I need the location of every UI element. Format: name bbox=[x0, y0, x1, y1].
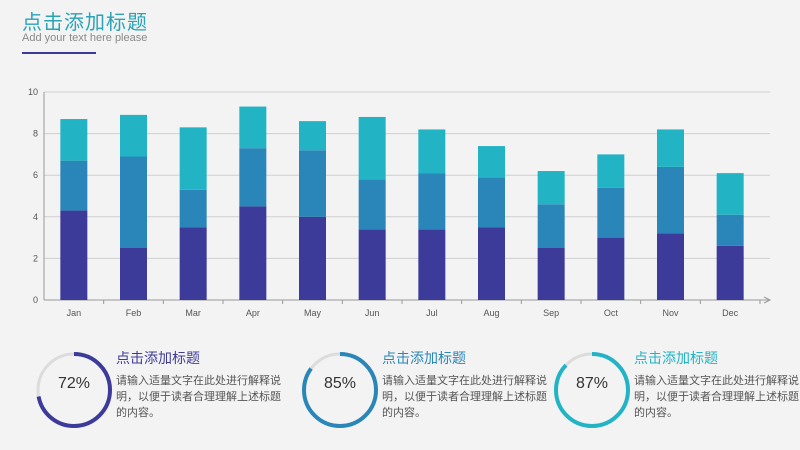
kpi-title: 点击添加标题 bbox=[634, 351, 718, 367]
bar-segment-2 bbox=[657, 166, 684, 234]
bar-segment-1 bbox=[597, 237, 625, 300]
kpi-title: 点击添加标题 bbox=[382, 351, 466, 367]
bar-segment-2 bbox=[716, 214, 744, 246]
y-tick-label: 0 bbox=[33, 295, 38, 305]
page-title: 点击添加标题 bbox=[22, 10, 148, 34]
x-tick-label: Jan bbox=[67, 308, 82, 318]
x-tick-label: Sep bbox=[543, 308, 559, 318]
bar-segment-1 bbox=[358, 229, 386, 300]
bar-segment-2 bbox=[358, 179, 386, 230]
y-tick-label: 4 bbox=[33, 212, 38, 222]
percent-value: 72% bbox=[57, 375, 91, 392]
x-axis-arrow bbox=[763, 296, 772, 304]
kpi-description: 请输入适量文字在此处进行解释说明，以便于读者合理理解上述标题的内容。 bbox=[634, 374, 799, 419]
x-tick-label: Dec bbox=[722, 308, 739, 318]
progress-ring bbox=[302, 352, 378, 428]
bar-segment-2 bbox=[478, 177, 505, 228]
x-tick-label: Oct bbox=[604, 308, 619, 318]
x-tick-label: Feb bbox=[126, 308, 142, 318]
ring-progress bbox=[554, 352, 630, 428]
y-tick-label: 2 bbox=[33, 253, 38, 263]
bar-segment-1 bbox=[60, 210, 88, 300]
kpi-card-1: 72% 点击添加标题 请输入适量文字在此处进行解释说明，以便于读者合理理解上述标… bbox=[34, 342, 284, 442]
bar-segment-3 bbox=[179, 127, 207, 190]
bar-segment-2 bbox=[537, 204, 565, 248]
page-subtitle: Add your text here please bbox=[22, 32, 148, 44]
ring-progress bbox=[302, 352, 378, 428]
stacked-bar-chart: 0 2 4 6 8 10 Jan Feb Mar Apr May Jun Jul Aug Sep Oct Nov… bbox=[28, 87, 772, 318]
percent-value: 87% bbox=[575, 375, 609, 392]
progress-ring bbox=[554, 352, 630, 428]
x-tick-label: Aug bbox=[483, 308, 499, 318]
bar-segment-1 bbox=[657, 233, 684, 300]
ring-progress bbox=[36, 352, 112, 428]
bar-segment-1 bbox=[299, 216, 326, 300]
x-tick-label: May bbox=[304, 308, 322, 318]
bar-segment-3 bbox=[537, 171, 565, 205]
bar-segment-1 bbox=[716, 245, 744, 300]
bar-segment-3 bbox=[239, 106, 267, 149]
bar-segment-2 bbox=[120, 156, 147, 248]
bar-segment-3 bbox=[657, 129, 684, 167]
header: 点击添加标题 Add your text here please bbox=[22, 10, 148, 45]
kpi-description: 请输入适量文字在此处进行解释说明，以便于读者合理理解上述标题的内容。 bbox=[382, 374, 547, 419]
y-tick-label: 6 bbox=[33, 170, 38, 180]
bar-segment-3 bbox=[299, 121, 326, 151]
bar-segment-2 bbox=[179, 189, 207, 228]
bar-segment-1 bbox=[120, 248, 147, 300]
x-tick-label: Jul bbox=[426, 308, 438, 318]
kpi-card-3: 87% 点击添加标题 请输入适量文字在此处进行解释说明，以便于读者合理理解上述标… bbox=[552, 342, 800, 442]
bar-segment-2 bbox=[60, 160, 88, 211]
bar-segment-3 bbox=[716, 173, 744, 215]
bar-segment-2 bbox=[239, 148, 267, 207]
bar-segment-2 bbox=[418, 173, 446, 230]
bar-segment-3 bbox=[478, 146, 505, 178]
x-tick-label: Mar bbox=[185, 308, 201, 318]
bar-segment-2 bbox=[597, 187, 625, 238]
kpi-card-2: 85% 点击添加标题 请输入适量文字在此处进行解释说明，以便于读者合理理解上述标… bbox=[300, 342, 550, 442]
percent-value: 85% bbox=[323, 375, 357, 392]
bar-segment-3 bbox=[358, 116, 386, 180]
bar-segment-1 bbox=[239, 206, 267, 300]
kpi-description: 请输入适量文字在此处进行解释说明，以便于读者合理理解上述标题的内容。 bbox=[116, 374, 281, 419]
kpi-title: 点击添加标题 bbox=[116, 351, 200, 367]
bar-segment-1 bbox=[418, 229, 446, 300]
bar-segment-3 bbox=[418, 129, 446, 174]
progress-ring bbox=[36, 352, 112, 428]
x-tick-label: Apr bbox=[246, 308, 260, 318]
bar-segment-3 bbox=[60, 119, 88, 161]
bar-segment-1 bbox=[179, 227, 207, 300]
y-tick-label: 10 bbox=[28, 87, 38, 97]
bar-segment-3 bbox=[597, 154, 625, 188]
x-tick-label: Nov bbox=[662, 308, 679, 318]
bar-segment-3 bbox=[120, 114, 147, 157]
x-tick-label: Jun bbox=[365, 308, 380, 318]
bar-segment-1 bbox=[537, 248, 565, 300]
title-underline bbox=[22, 52, 96, 54]
y-tick-label: 8 bbox=[33, 129, 38, 139]
bar-segment-2 bbox=[299, 150, 326, 217]
bar-segment-1 bbox=[478, 227, 505, 300]
